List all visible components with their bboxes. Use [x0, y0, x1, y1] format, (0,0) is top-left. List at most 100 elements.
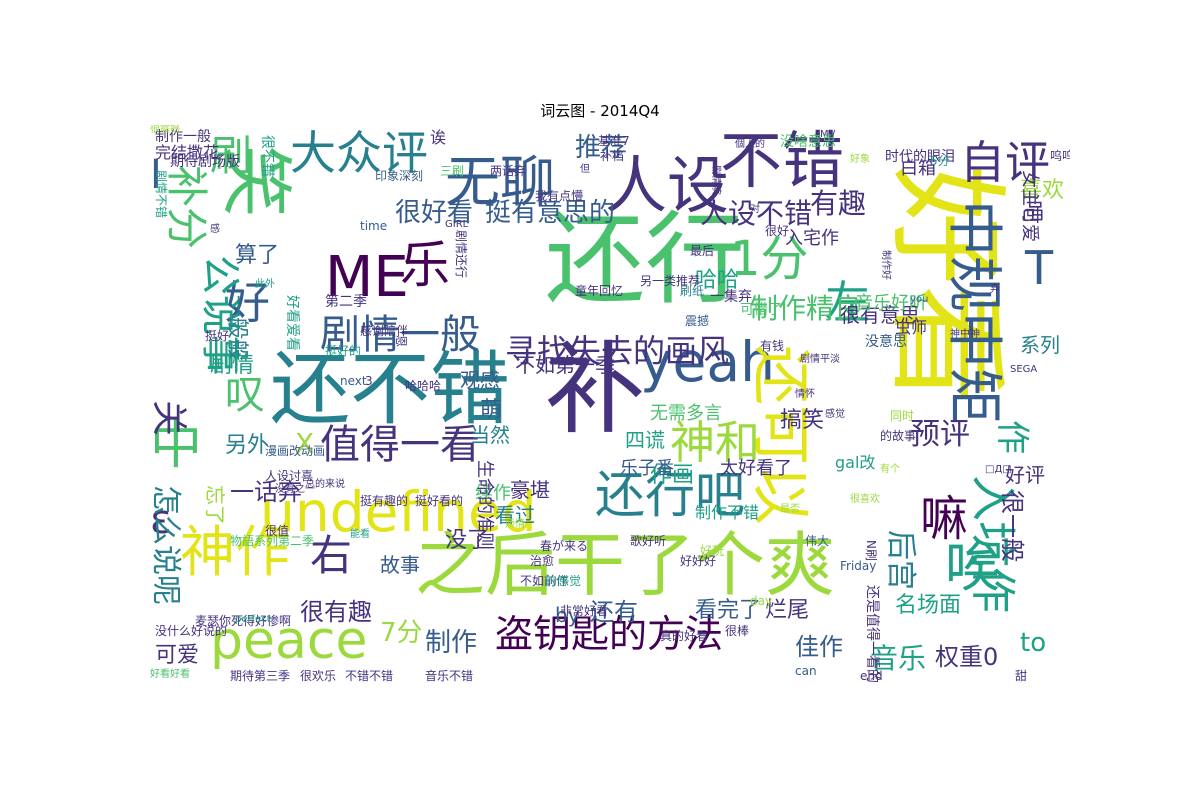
- cloud-word: 乐: [400, 236, 450, 294]
- cloud-word: 补分: [162, 165, 211, 250]
- cloud-word: 没意思: [865, 334, 907, 350]
- cloud-word: 1分: [730, 231, 809, 287]
- cloud-word: 豪堪: [510, 478, 550, 502]
- cloud-word: ME: [325, 245, 409, 310]
- cloud-word: 右: [310, 531, 353, 580]
- cloud-word: peace: [210, 611, 368, 671]
- cloud-word: next: [340, 374, 367, 388]
- cloud-word: 看完了: [695, 598, 762, 623]
- cloud-word: 中: [150, 416, 203, 476]
- cloud-word: 三刷: [440, 164, 465, 178]
- cloud-word: 的感觉: [545, 574, 582, 588]
- cloud-word: 甜: [1015, 669, 1028, 683]
- cloud-word: you: [910, 294, 929, 305]
- cloud-word: 感: [210, 224, 220, 235]
- cloud-word: 好好好: [680, 554, 717, 568]
- cloud-word: 无聊: [445, 150, 556, 214]
- cloud-word: 喜欢: [1020, 178, 1065, 203]
- cloud-word: 诶: [430, 128, 447, 147]
- cloud-word: 但: [580, 164, 590, 175]
- cloud-word: 四谎: [625, 428, 665, 452]
- cloud-word: 没啥意思: [780, 134, 836, 150]
- cloud-word: 佳作: [795, 633, 843, 661]
- cloud-word: 春が来る: [540, 539, 589, 553]
- cloud-word: 两话弃: [490, 164, 527, 178]
- cloud-word: 生命的准则: [474, 460, 495, 550]
- cloud-word: 还行吧: [595, 466, 745, 524]
- cloud-word: GIRL: [445, 219, 469, 230]
- cloud-word: 刷纸: [680, 284, 705, 298]
- cloud-word: 很好看: [395, 198, 474, 228]
- cloud-word: 怎么说呢: [150, 485, 183, 605]
- cloud-word: 盗钥匙的方法: [495, 612, 724, 656]
- cloud-word: 神作: [180, 520, 291, 584]
- cloud-word: 能看: [350, 529, 370, 540]
- cloud-word: 很一般: [998, 490, 1026, 562]
- cloud-word: 好看好看: [150, 669, 190, 680]
- cloud-word: 麦瑟你死得好惨啊: [195, 614, 292, 628]
- cloud-word: 好: [225, 276, 271, 329]
- cloud-word: 神和: [670, 416, 761, 469]
- cloud-word: 续作: [475, 483, 511, 504]
- cloud-word: 作: [992, 420, 1032, 454]
- cloud-word: 有个: [880, 464, 900, 475]
- cloud-word: 烂尾: [765, 598, 810, 623]
- cloud-word: gal改: [835, 453, 876, 472]
- cloud-word: 太好看了: [720, 458, 792, 479]
- cloud-word: 萌: [480, 398, 503, 423]
- cloud-word: to: [1020, 628, 1047, 658]
- cloud-word: 我有点懵: [535, 189, 584, 203]
- cloud-word: 一集弃: [710, 289, 752, 305]
- cloud-word: 没了: [445, 528, 490, 553]
- cloud-word: 好看爱看: [284, 295, 300, 351]
- cloud-word: 此外: [255, 279, 275, 290]
- cloud-word: 另一类推荐: [640, 274, 701, 288]
- cloud-word: 很有意思: [840, 303, 920, 327]
- word-cloud: 好看补还行 还不错 之后干了个爽笑不错 人设 无聊 yeah 还可以 中规中矩 undefine…: [150, 125, 1070, 695]
- cloud-word: 算了: [235, 243, 280, 268]
- cloud-word: 作画: [650, 463, 695, 488]
- cloud-word: 剧情演: [710, 165, 721, 195]
- cloud-word: 好玩: [700, 544, 725, 558]
- cloud-word: 同时: [890, 409, 915, 423]
- cloud-word: time: [360, 219, 388, 233]
- cloud-word: 制作好: [880, 250, 891, 280]
- cloud-word: y: [795, 174, 801, 185]
- cloud-word: 漫画改动画: [265, 444, 326, 458]
- cloud-word: 系列: [1020, 333, 1060, 357]
- cloud-word: 搞笑: [780, 408, 825, 433]
- cloud-word: 之后干了个爽: [415, 524, 835, 606]
- cloud-word: 很喜欢: [850, 494, 880, 505]
- cloud-word: 感谢陪伴: [360, 324, 409, 338]
- cloud-word: 情怀: [795, 389, 815, 400]
- cloud-word: 一般般: [224, 295, 249, 362]
- cloud-word: 故事: [380, 553, 420, 577]
- cloud-word: 挺有趣的: [360, 494, 409, 508]
- cloud-word: 個人的: [735, 139, 765, 150]
- cloud-word: 很好: [765, 224, 790, 238]
- cloud-word: 无需多言: [650, 403, 722, 424]
- cloud-word: 音乐不错: [425, 669, 474, 683]
- cloud-word: 的故事: [880, 429, 917, 443]
- cloud-word: 很震撼: [150, 125, 180, 135]
- cloud-word: 另外: [225, 433, 270, 458]
- cloud-word: 值得一看: [320, 422, 480, 468]
- cloud-word: 期待第三季: [230, 669, 291, 683]
- cloud-word: 治愈: [530, 554, 555, 568]
- cloud-word: 哈哈哈: [405, 379, 442, 393]
- cloud-word: 虫师: [895, 318, 928, 337]
- cloud-word: 制作不错: [695, 503, 760, 522]
- cloud-word: 人设不错: [700, 197, 813, 230]
- cloud-word: 娇情: [505, 519, 525, 530]
- cloud-word: 没有之一: [275, 484, 315, 495]
- chart-title: 词云图 - 2014Q4: [540, 102, 660, 120]
- cloud-word: 哈哈: [695, 268, 740, 293]
- cloud-word: 观感: [460, 368, 500, 392]
- cloud-word: 自评: [960, 136, 1051, 189]
- cloud-word: 音乐好听: [855, 293, 927, 314]
- cloud-word: □Д□: [985, 464, 1012, 475]
- cloud-word: N刷: [864, 540, 878, 561]
- cloud-word: 是否: [780, 504, 800, 515]
- cloud-word: 震撼: [685, 314, 710, 328]
- cloud-word: 印象深刻: [375, 169, 424, 183]
